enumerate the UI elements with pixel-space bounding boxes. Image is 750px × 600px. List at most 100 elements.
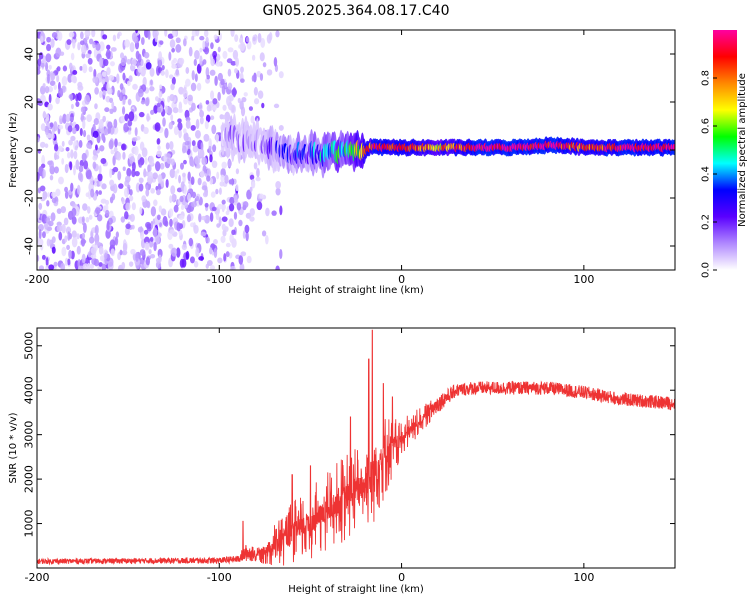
- spectrogram-noise-blob: [199, 149, 205, 159]
- spectrogram-noise-blob: [233, 195, 238, 203]
- spectrogram-noise-blob: [150, 109, 155, 115]
- spectrogram-noise-blob: [149, 86, 155, 92]
- spectrogram-noise-blob: [131, 168, 136, 178]
- spectrogram-noise-blob: [225, 210, 230, 216]
- spectrogram-noise-blob: [238, 219, 243, 227]
- spectrogram-noise-blob: [279, 248, 283, 260]
- spectrogram-noise-blob: [150, 188, 155, 194]
- spectrogram-noise-blob: [164, 220, 169, 227]
- spectrogram-noise-blob: [145, 62, 152, 70]
- spectrogram-noise-blob: [40, 35, 44, 44]
- spectrogram-noise-blob: [145, 200, 150, 208]
- spectrogram-noise-blob: [218, 187, 222, 195]
- spectrogram-noise-blob: [37, 136, 40, 143]
- spectrogram-noise-blob: [221, 223, 226, 231]
- spectrogram-noise-blob: [49, 122, 54, 128]
- spectrogram-noise-blob: [47, 73, 50, 84]
- spectrogram-noise-blob: [122, 242, 128, 253]
- spectrogram-noise-blob: [204, 120, 209, 130]
- spectrogram-noise-blob: [157, 174, 163, 184]
- spectrogram-noise-blob: [190, 124, 196, 131]
- spectrogram-noise-blob: [227, 159, 232, 168]
- spectrogram-noise-blob: [110, 47, 117, 52]
- spectrogram-noise-blob: [67, 125, 73, 133]
- spectrogram-noise-blob: [217, 91, 221, 101]
- spectrogram-noise-blob: [169, 94, 175, 102]
- spectrogram-noise-blob: [226, 58, 233, 64]
- spectrogram-noise-blob: [48, 264, 55, 270]
- spectrogram-noise-blob: [183, 185, 187, 195]
- spectrogram-noise-blob: [204, 202, 209, 208]
- spectrogram-noise-blob: [227, 101, 233, 111]
- spectrogram-noise-blob: [101, 133, 105, 141]
- spectrogram-noise-blob: [64, 260, 68, 266]
- snr-x-label: Height of straight line (km): [288, 584, 424, 595]
- spectrogram-noise-blob: [199, 170, 205, 178]
- spectrogram-noise-blob: [129, 213, 135, 222]
- spectrogram-noise-blob: [91, 30, 96, 38]
- spectrogram-noise-blob: [68, 249, 73, 259]
- spectrogram-noise-blob: [217, 203, 223, 210]
- spectrogram-noise-blob: [156, 150, 162, 158]
- spectrogram-noise-blob: [42, 110, 46, 119]
- spectrogram-noise-blob: [109, 168, 113, 179]
- spectrogram-noise-blob: [234, 68, 238, 74]
- spectrogram-noise-blob: [76, 184, 81, 195]
- spectrogram-noise-blob: [183, 38, 187, 47]
- spectrogram-noise-blob: [41, 231, 46, 239]
- spectrogram-noise-blob: [80, 31, 84, 40]
- spectrogram-noise-blob: [41, 254, 46, 260]
- spectrogram-noise-blob: [170, 83, 175, 91]
- spectrogram-noise-blob: [148, 248, 152, 255]
- spectrogram-noise-blob: [58, 115, 63, 125]
- spectrogram-noise-blob: [217, 72, 223, 82]
- spectrogram-noise-blob: [206, 104, 212, 112]
- colorbar-bar: [713, 30, 737, 270]
- spectrogram-noise-blob: [168, 51, 172, 61]
- spectrogram-noise-blob: [110, 149, 115, 155]
- spectrogram-noise-blob: [216, 171, 220, 180]
- spectrogram-noise-blob: [88, 214, 93, 220]
- spectrogram-noise-blob: [165, 178, 169, 189]
- spectrogram-noise-blob: [46, 43, 52, 52]
- spectrogram-noise-blob: [86, 114, 93, 123]
- spectrogram-noise-blob: [210, 42, 214, 50]
- spectrogram-noise-blob: [166, 156, 173, 165]
- spectrogram-noise-blob: [265, 207, 270, 217]
- spectrogram-noise-blob: [68, 62, 73, 70]
- spectrogram-noise-blob: [121, 106, 126, 115]
- spectrogram-noise-blob: [90, 254, 97, 259]
- spectrogram-noise-blob: [62, 86, 66, 93]
- spectrogram-noise-blob: [88, 236, 95, 244]
- spectrogram-noise-blob: [176, 222, 181, 232]
- spectrogram-noise-blob: [118, 92, 124, 102]
- spectrogram-noise-blob: [107, 121, 113, 130]
- spectrogram-noise-blob: [195, 30, 200, 37]
- spectrogram-noise-blob: [229, 233, 234, 244]
- spectrogram-noise-blob: [156, 102, 161, 108]
- spectrogram-noise-blob: [101, 78, 106, 85]
- spectrogram-noise-blob: [51, 246, 56, 254]
- spectrogram-noise-cloud: [37, 30, 284, 270]
- spectrogram-noise-blob: [209, 212, 214, 222]
- spectrogram-noise-blob: [240, 78, 245, 83]
- spectrogram-noise-blob: [261, 102, 265, 109]
- spectrogram-noise-blob: [70, 52, 75, 61]
- spectrogram-noise-blob: [68, 31, 75, 38]
- spectrogram-noise-blob: [105, 209, 110, 217]
- spectrogram-noise-blob: [94, 103, 98, 110]
- spectrogram-noise-blob: [145, 256, 151, 266]
- spectrogram-noise-blob: [156, 189, 161, 196]
- spectrogram-noise-blob: [97, 173, 103, 182]
- spectrogram-noise-blob: [127, 119, 133, 127]
- spectrogram-noise-blob: [119, 83, 124, 91]
- spectrogram-noise-blob: [220, 174, 225, 182]
- spectrogram-noise-blob: [168, 243, 174, 249]
- spectrogram-noise-blob: [112, 183, 118, 194]
- spectrogram-noise-blob: [58, 87, 64, 98]
- spectrogram-noise-blob: [228, 218, 234, 228]
- spectrogram-noise-blob: [210, 191, 216, 198]
- spectrogram-noise-blob: [182, 89, 188, 99]
- spectrogram-noise-blob: [68, 139, 73, 146]
